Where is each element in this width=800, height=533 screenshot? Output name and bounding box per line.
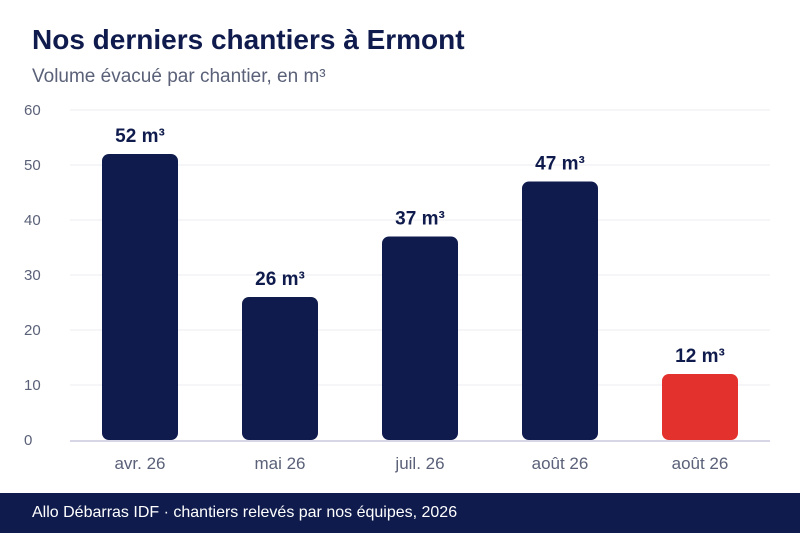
bar [102, 154, 178, 440]
y-tick-label: 60 [24, 102, 41, 119]
x-axis-ticks: avr. 26 mai 26 juil. 26 août 26 août 26 [114, 454, 728, 473]
x-tick-label: août 26 [532, 454, 589, 473]
x-tick-label: août 26 [672, 454, 729, 473]
bar-value-label: 52 m³ [115, 126, 165, 147]
x-tick-label: avr. 26 [114, 454, 165, 473]
bar [522, 181, 598, 440]
bars [102, 154, 738, 440]
footer-source: Allo Débarras IDF · chantiers relevés pa… [32, 504, 458, 521]
y-axis-ticks: 0 10 20 30 40 50 60 [24, 102, 41, 449]
chart-title: Nos derniers chantiers à Ermont [32, 24, 465, 55]
bar [382, 236, 458, 440]
bar-value-label: 37 m³ [395, 209, 445, 230]
bar-value-label: 26 m³ [255, 269, 305, 290]
y-tick-label: 0 [24, 432, 32, 449]
bar [242, 297, 318, 440]
bar-value-label: 47 m³ [535, 154, 585, 175]
footer-bar: Allo Débarras IDF · chantiers relevés pa… [0, 493, 800, 533]
y-tick-label: 50 [24, 157, 41, 174]
bar [662, 374, 738, 440]
y-tick-label: 20 [24, 322, 41, 339]
y-tick-label: 10 [24, 377, 41, 394]
y-tick-label: 30 [24, 267, 41, 284]
x-tick-label: mai 26 [254, 454, 305, 473]
y-tick-label: 40 [24, 212, 41, 229]
data-labels: 52 m³ 26 m³ 37 m³ 47 m³ 12 m³ [115, 126, 725, 367]
x-tick-label: juil. 26 [394, 454, 444, 473]
bar-value-label: 12 m³ [675, 346, 725, 367]
chart-subtitle: Volume évacué par chantier, en m³ [32, 66, 326, 87]
